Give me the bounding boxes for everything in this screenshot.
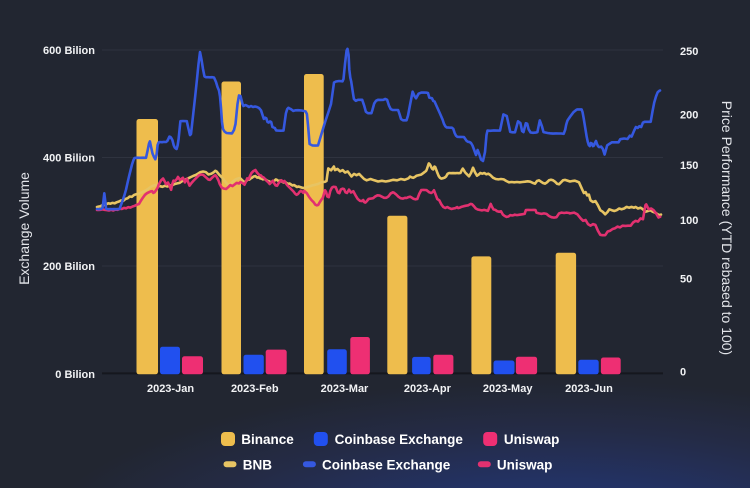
svg-text:2023-Feb: 2023-Feb <box>231 383 279 395</box>
svg-text:Uniswap: Uniswap <box>504 432 560 447</box>
svg-text:200: 200 <box>680 110 698 122</box>
svg-text:Price Performance (YTD rebased: Price Performance (YTD rebased to 100) <box>719 101 735 355</box>
svg-text:Exchange Volume: Exchange Volume <box>16 172 32 285</box>
svg-text:Uniswap: Uniswap <box>497 457 553 472</box>
svg-text:50: 50 <box>680 274 692 286</box>
svg-text:Coinbase Exchange: Coinbase Exchange <box>335 432 464 447</box>
svg-text:400 Bilion: 400 Bilion <box>43 153 95 165</box>
svg-text:200 Bilion: 200 Bilion <box>43 261 95 273</box>
svg-text:2023-Jan: 2023-Jan <box>147 383 194 395</box>
svg-text:0 Bilion: 0 Bilion <box>55 369 95 381</box>
svg-text:250: 250 <box>680 46 698 58</box>
svg-text:2023-May: 2023-May <box>483 383 533 395</box>
svg-text:600 Bilion: 600 Bilion <box>43 45 95 57</box>
svg-text:2023-Apr: 2023-Apr <box>404 383 452 395</box>
svg-text:2023-Jun: 2023-Jun <box>565 383 613 395</box>
svg-text:150: 150 <box>680 160 698 172</box>
svg-text:0: 0 <box>680 367 686 379</box>
svg-text:Binance: Binance <box>241 432 294 447</box>
svg-text:2023-Mar: 2023-Mar <box>321 383 369 395</box>
svg-text:BNB: BNB <box>243 457 272 472</box>
svg-text:100: 100 <box>680 215 698 227</box>
svg-text:Coinbase Exchange: Coinbase Exchange <box>322 457 451 472</box>
